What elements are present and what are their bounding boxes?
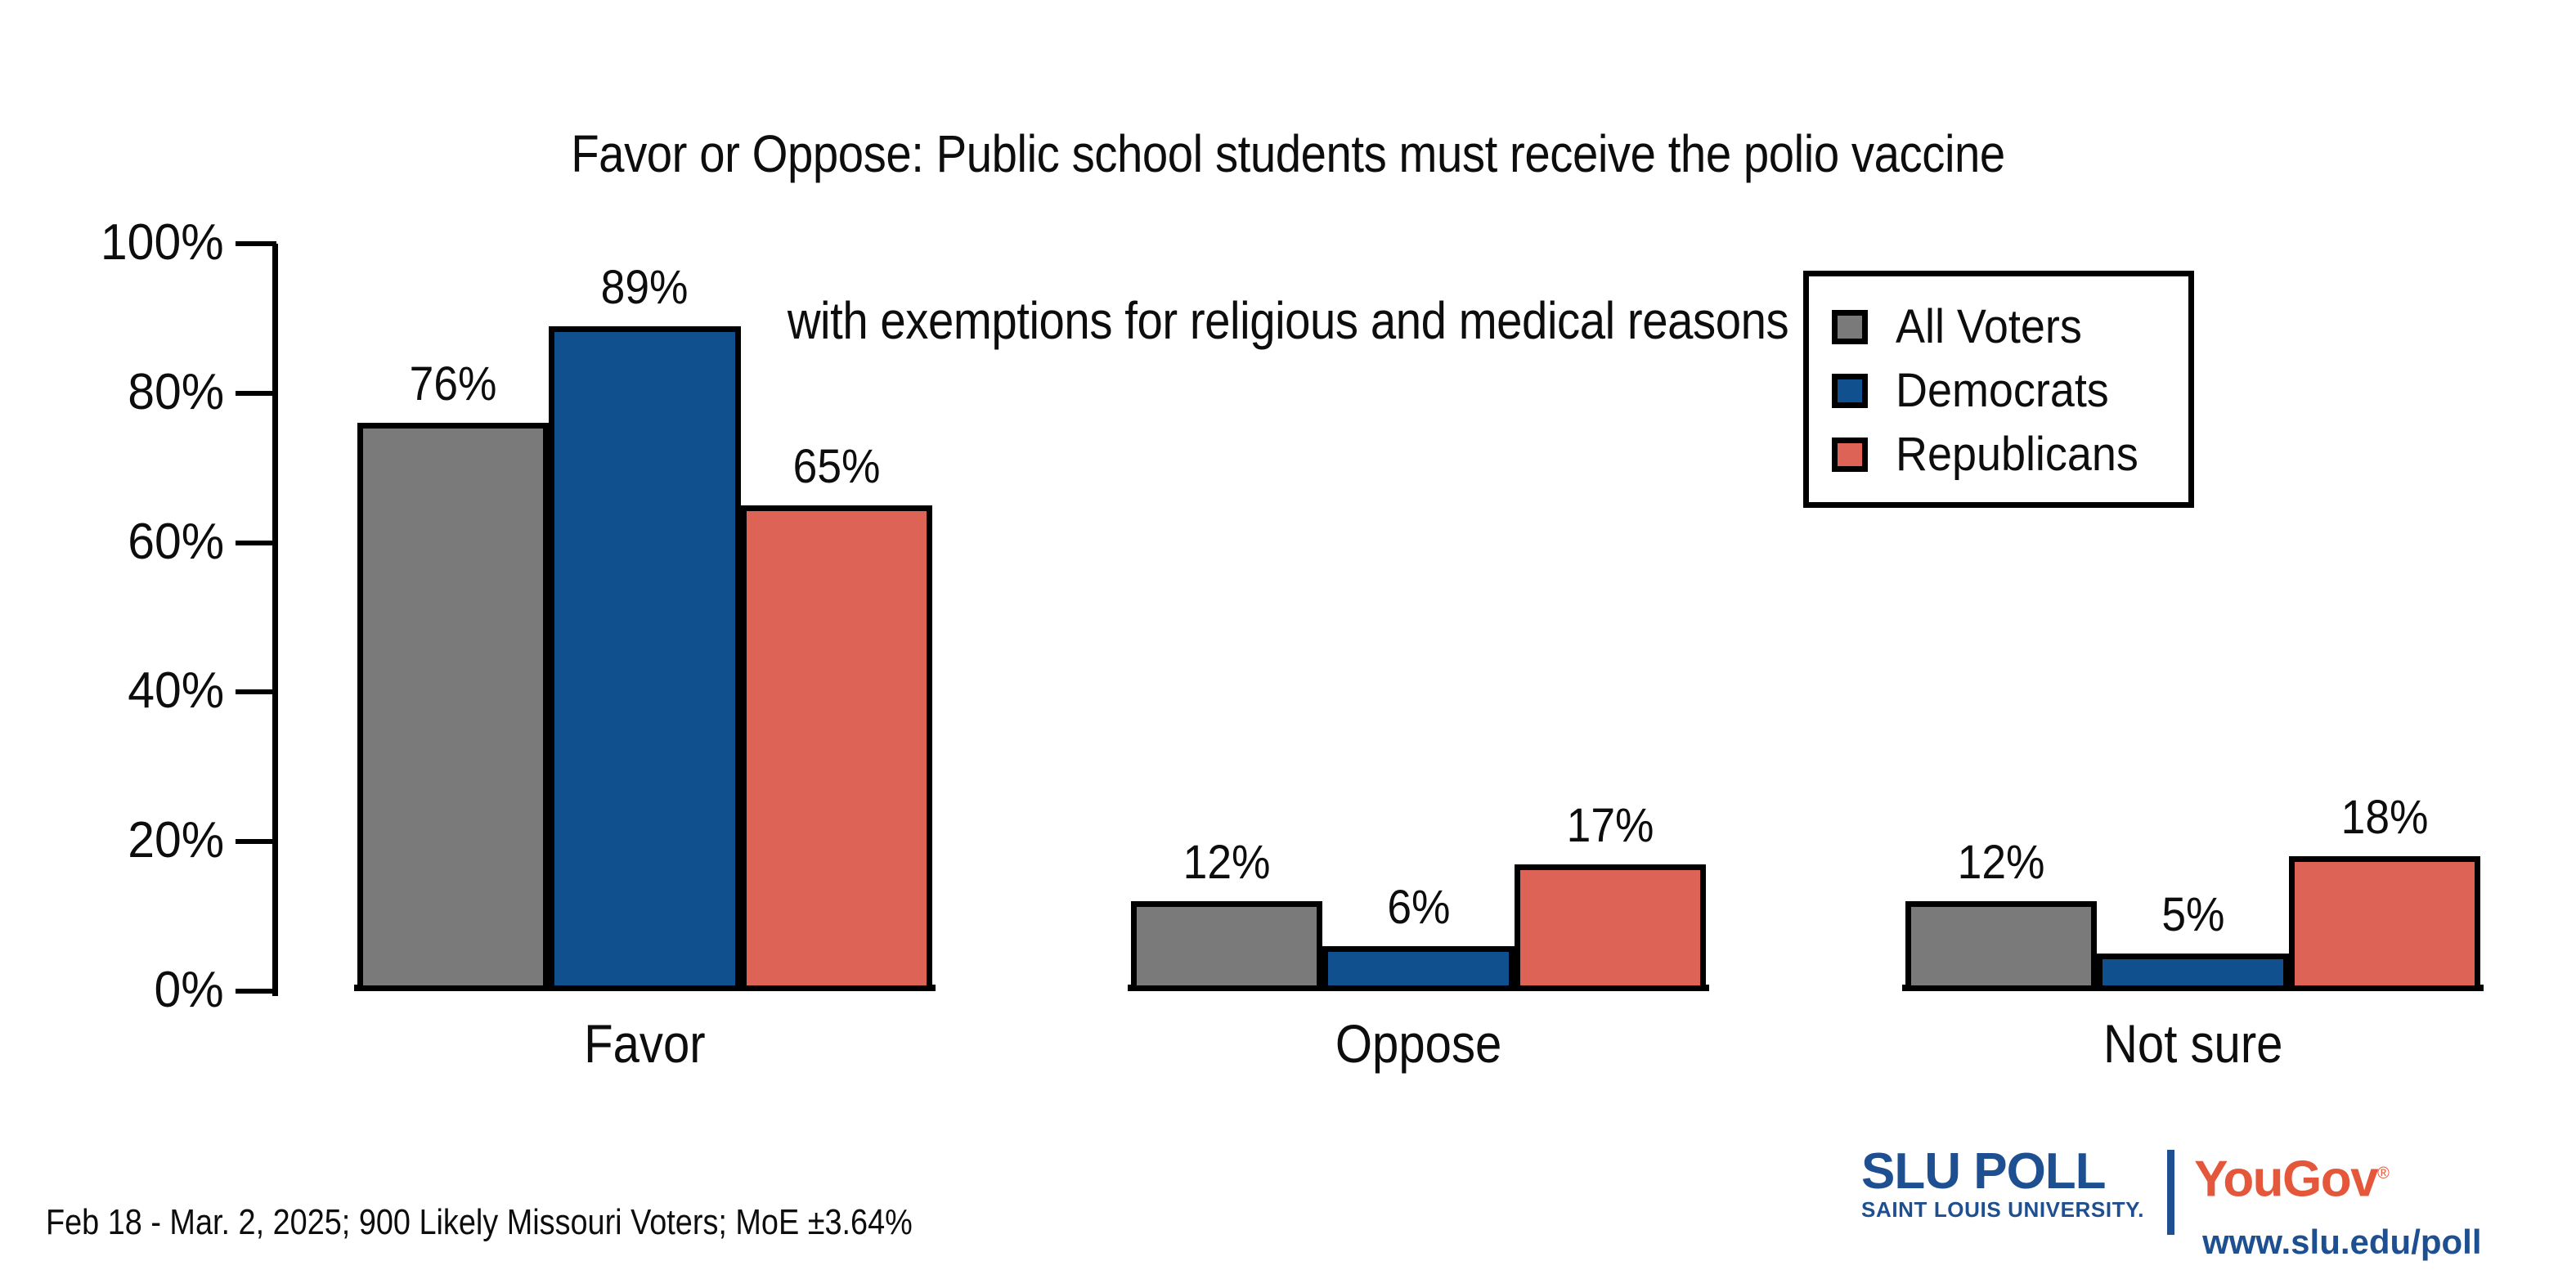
yougov-wordmark: YouGov® <box>2194 1148 2390 1208</box>
legend-label-text: Democrats <box>1896 364 2109 417</box>
bar-value-text: 76% <box>409 357 497 411</box>
y-axis-tick-20 <box>236 839 276 845</box>
bar-value-label: 18% <box>2289 794 2480 841</box>
bar-value-text: 6% <box>1386 881 1451 935</box>
bar-value-text: 17% <box>1566 798 1654 852</box>
slu-poll-wordmark: SLU POLL <box>1861 1147 2107 1197</box>
y-axis-label-text: 20% <box>128 812 224 869</box>
y-axis-label-text: 100% <box>101 214 224 271</box>
y-axis-label-80: 80% <box>25 363 224 420</box>
bar-value-label: 89% <box>549 260 740 314</box>
legend-label: Democrats <box>1896 367 2125 415</box>
title-line-2: with exemptions for religious and medica… <box>787 291 1789 350</box>
yougov-text: YouGov <box>2194 1151 2379 1208</box>
bar-favor-all-voters[interactable] <box>357 423 550 991</box>
legend-swatch-republicans <box>1832 438 1868 472</box>
bar-oppose-democrats[interactable] <box>1322 946 1515 991</box>
y-axis-tick-100 <box>236 241 276 246</box>
bar-value-label: 5% <box>2097 891 2288 939</box>
y-axis-label-0: 0% <box>25 965 224 1016</box>
survey-footnote-text: Feb 18 - Mar. 2, 2025; 900 Likely Missou… <box>46 1202 913 1242</box>
title-line-1: Favor or Oppose: Public school students … <box>571 124 2005 183</box>
y-axis-label-20: 20% <box>25 815 224 866</box>
y-axis-label-100: 100% <box>25 218 224 268</box>
x-axis-group-label-oppose: Oppose <box>1131 1016 1706 1070</box>
slu-wordmark-bold: SLU <box>1861 1143 1961 1200</box>
chart-legend: All Voters Democrats Republicans <box>1803 271 2194 508</box>
legend-swatch-democrats <box>1832 374 1868 408</box>
y-axis-label-text: 60% <box>128 513 224 570</box>
saint-louis-university-subtitle: SAINT LOUIS UNIVERSITY. <box>1861 1197 2145 1222</box>
bar-value-label: 6% <box>1322 884 1514 931</box>
bar-value-label: 17% <box>1515 798 1706 852</box>
bar-value-label: 65% <box>741 439 932 493</box>
y-axis-tick-60 <box>236 540 276 545</box>
x-axis-group-label-text: Oppose <box>1335 1013 1502 1074</box>
bar-value-text: 18% <box>2340 791 2429 845</box>
brand-logo-block: SLU POLL SAINT LOUIS UNIVERSITY. YouGov®… <box>1861 1147 2483 1279</box>
poll-wordmark-light: POLL <box>1960 1143 2106 1200</box>
slu-poll-logo: SLU POLL SAINT LOUIS UNIVERSITY. <box>1861 1147 2145 1223</box>
x-axis-group-label-text: Not sure <box>2103 1013 2283 1074</box>
x-axis-group-label-text: Favor <box>584 1013 706 1074</box>
x-axis-group-label-favor: Favor <box>357 1016 932 1070</box>
logo-divider <box>2167 1150 2175 1235</box>
bar-favor-democrats[interactable] <box>549 325 741 991</box>
bar-value-label: 76% <box>357 361 549 408</box>
page-title: Favor or Oppose: Public school students … <box>0 18 2576 404</box>
y-axis-tick-80 <box>236 390 276 396</box>
legend-label-text: Republicans <box>1896 428 2138 481</box>
legend-label-text: All Voters <box>1896 300 2082 353</box>
bar-value-text: 12% <box>1183 836 1271 890</box>
bar-value-text: 65% <box>792 439 881 493</box>
legend-item-republicans[interactable]: Republicans <box>1832 425 2188 484</box>
bar-favor-republicans[interactable] <box>740 505 932 991</box>
bar-value-label: 12% <box>1131 839 1322 886</box>
y-axis-spine <box>272 244 278 996</box>
bar-not-sure-all-voters[interactable] <box>1905 901 2098 991</box>
legend-label: Republicans <box>1896 431 2156 478</box>
bar-not-sure-republicans[interactable] <box>2288 856 2480 991</box>
bar-oppose-all-voters[interactable] <box>1131 901 1323 991</box>
legend-item-democrats[interactable]: Democrats <box>1832 361 2188 420</box>
registered-trademark-icon: ® <box>2377 1165 2390 1183</box>
bar-value-text: 89% <box>601 260 689 314</box>
legend-label: All Voters <box>1896 303 2096 351</box>
y-axis-label-text: 0% <box>154 962 224 1018</box>
legend-swatch-all-voters <box>1832 310 1868 344</box>
y-axis-label-60: 60% <box>25 513 224 570</box>
y-axis-label-40: 40% <box>25 666 224 716</box>
legend-item-all-voters[interactable]: All Voters <box>1832 298 2188 357</box>
bar-value-text: 12% <box>1957 836 2045 890</box>
poll-url-link[interactable]: www.slu.edu/poll <box>2202 1222 2482 1261</box>
bar-value-label: 12% <box>1905 839 2097 886</box>
y-axis-label-text: 40% <box>128 662 224 720</box>
bar-not-sure-democrats[interactable] <box>2097 954 2289 991</box>
bar-oppose-republicans[interactable] <box>1514 864 1706 991</box>
y-axis-label-text: 80% <box>128 363 224 420</box>
y-axis-tick-0 <box>236 989 276 994</box>
bar-value-text: 5% <box>2161 888 2225 942</box>
y-axis-tick-40 <box>236 689 276 695</box>
x-axis-group-label-not-sure: Not sure <box>1905 1016 2480 1070</box>
survey-footnote: Feb 18 - Mar. 2, 2025; 900 Likely Missou… <box>46 1205 1053 1241</box>
